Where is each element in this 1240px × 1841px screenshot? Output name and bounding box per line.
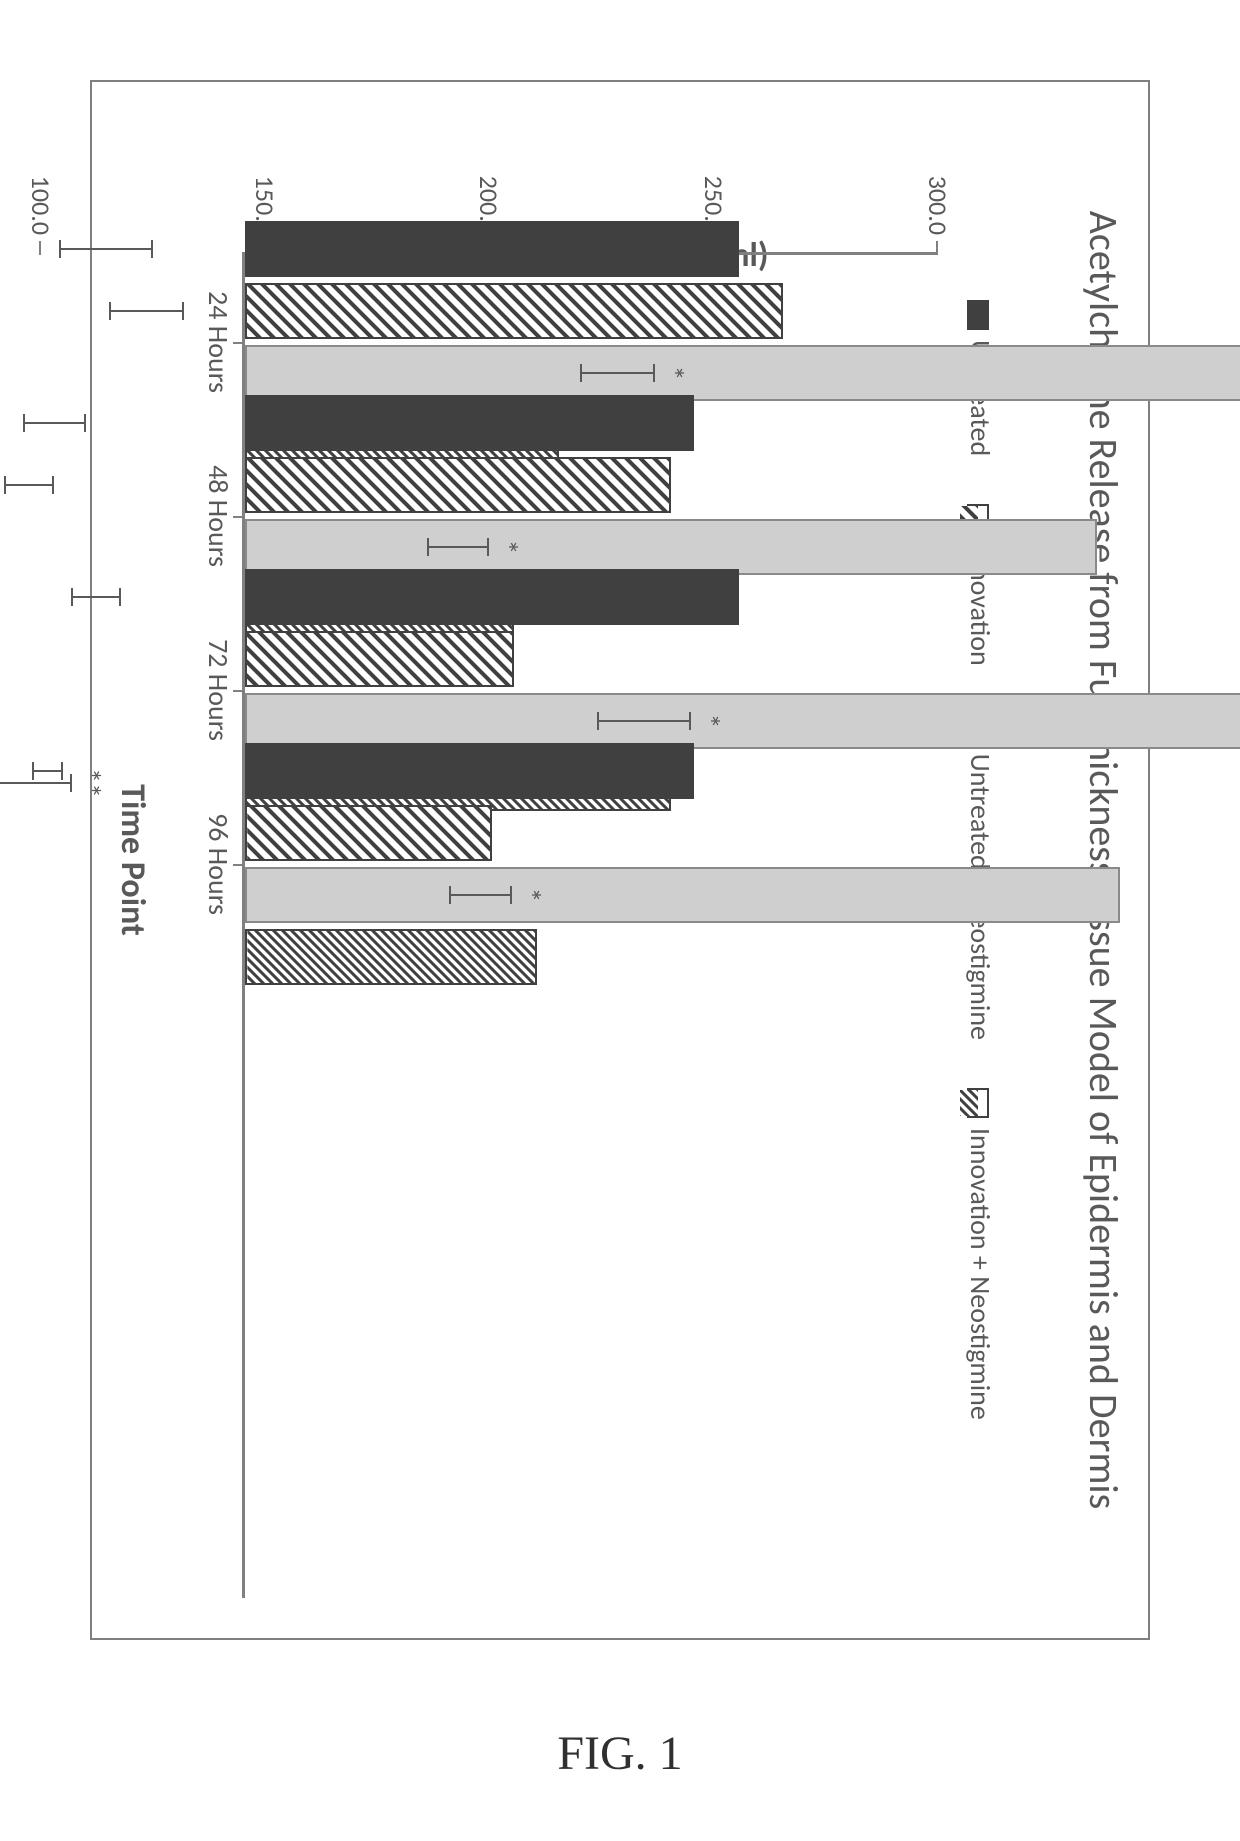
x-tick-label: 96 Hours bbox=[201, 813, 236, 915]
x-tick bbox=[233, 342, 245, 344]
bar bbox=[245, 805, 492, 861]
legend-item: Innovation + Neostigmine bbox=[963, 1088, 998, 1420]
significance-marker: * bbox=[690, 714, 727, 729]
significance-marker: ** bbox=[71, 768, 108, 798]
chart-title: Acetylcholine Release from Full thicknes… bbox=[1078, 82, 1128, 1638]
bar bbox=[245, 867, 1120, 923]
x-tick-label: 24 Hours bbox=[201, 291, 236, 393]
y-tick-label: 300.0 bbox=[922, 176, 954, 235]
significance-marker: * bbox=[488, 540, 525, 555]
bar bbox=[245, 631, 514, 687]
x-tick-label: 72 Hours bbox=[201, 639, 236, 741]
x-tick bbox=[233, 690, 245, 692]
error-bar bbox=[32, 770, 63, 772]
error-bar bbox=[71, 596, 121, 598]
legend-swatch bbox=[967, 1088, 989, 1118]
error-bar bbox=[597, 720, 691, 722]
error-bar bbox=[109, 310, 184, 312]
y-tick bbox=[936, 241, 938, 255]
error-bar bbox=[59, 248, 153, 250]
y-tick bbox=[39, 241, 41, 255]
error-bar bbox=[427, 546, 490, 548]
chart-legend: UntreatedInnovationUntreated + Neostigmi… bbox=[963, 82, 998, 1638]
x-tick bbox=[233, 516, 245, 518]
plot-area: 0.050.0100.0150.0200.0250.0300.024 Hours… bbox=[242, 252, 938, 1598]
bar bbox=[245, 743, 694, 799]
significance-marker: * bbox=[654, 366, 691, 381]
x-tick-label: 48 Hours bbox=[201, 465, 236, 567]
bar bbox=[245, 395, 694, 451]
x-tick bbox=[233, 864, 245, 866]
bar bbox=[245, 345, 1240, 401]
error-bar bbox=[4, 484, 54, 486]
error-bar bbox=[0, 782, 72, 784]
bar bbox=[245, 693, 1240, 749]
bar bbox=[245, 283, 783, 339]
bar bbox=[245, 457, 671, 513]
legend-label: Innovation + Neostigmine bbox=[963, 1128, 998, 1420]
figure-caption: FIG. 1 bbox=[0, 1726, 1240, 1781]
y-tick-label: 100.0 bbox=[25, 176, 57, 235]
error-bar bbox=[23, 422, 86, 424]
chart-container: Acetylcholine Release from Full thicknes… bbox=[70, 60, 1170, 1660]
legend-swatch bbox=[967, 300, 989, 330]
chart-panel: Acetylcholine Release from Full thicknes… bbox=[90, 80, 1150, 1640]
significance-marker: * bbox=[511, 888, 548, 903]
bar bbox=[245, 929, 537, 985]
page: { "figure_caption": "FIG. 1", "chart": {… bbox=[0, 0, 1240, 1841]
error-bar bbox=[580, 372, 655, 374]
x-axis-label: Time Point bbox=[112, 82, 153, 1638]
bar bbox=[245, 221, 739, 277]
bar bbox=[245, 569, 739, 625]
bar bbox=[245, 519, 1097, 575]
error-bar bbox=[449, 894, 512, 896]
